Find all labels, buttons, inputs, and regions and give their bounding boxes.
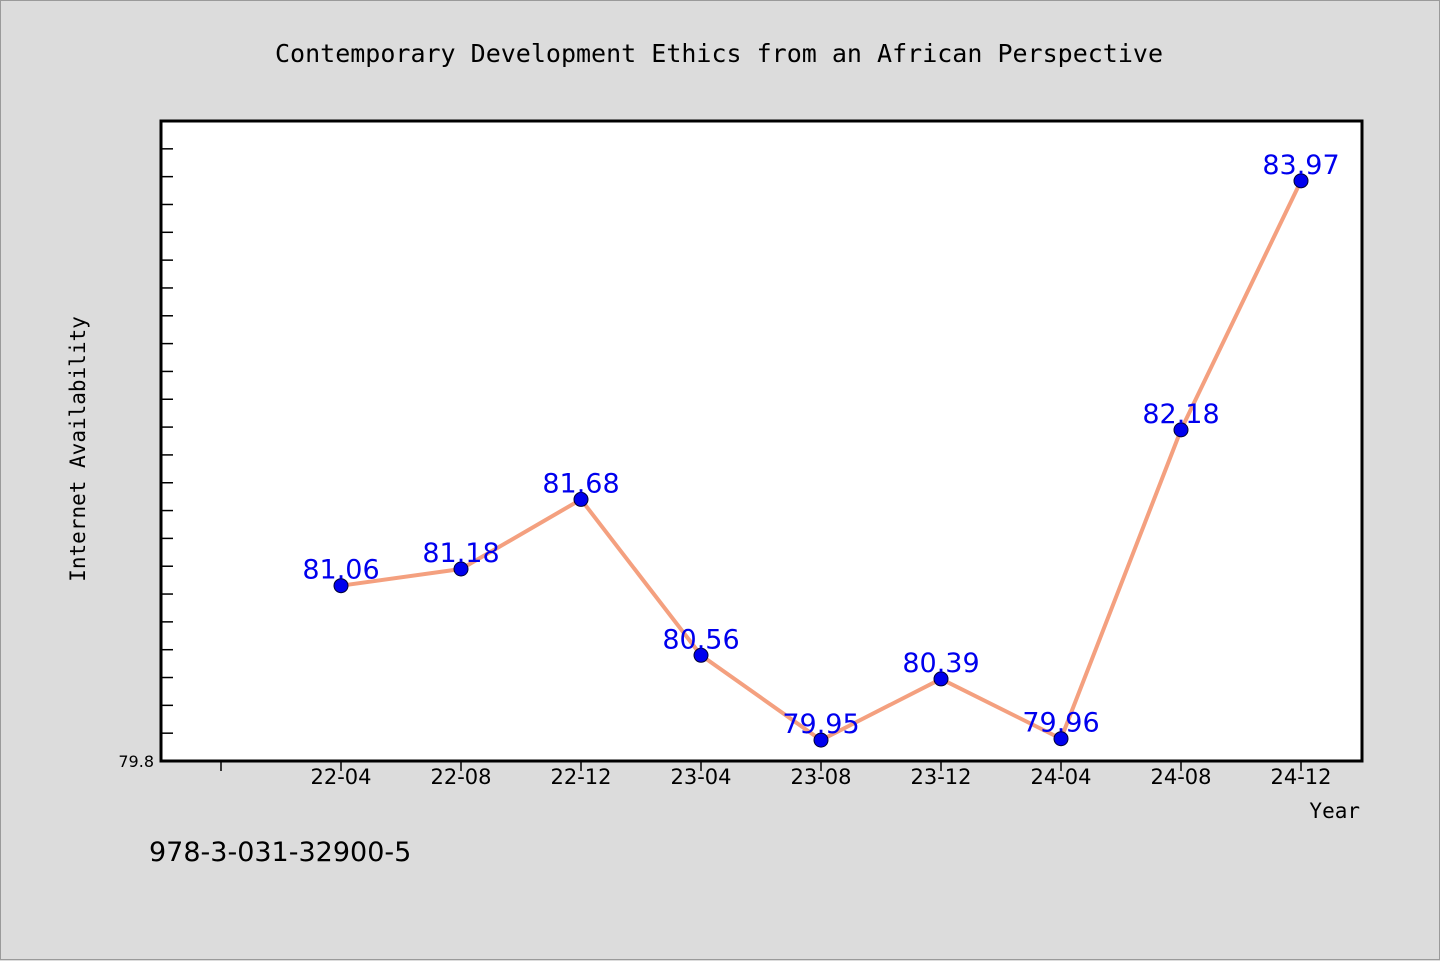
data-label-22-08: 81.18 (422, 538, 499, 569)
data-label-23-04: 80.56 (662, 624, 739, 655)
data-point-24-12 (1293, 173, 1309, 189)
data-label-24-08: 82.18 (1142, 399, 1219, 430)
y-axis-minor-ticks (161, 148, 173, 734)
data-point-23-08 (813, 732, 829, 748)
data-point-22-12 (573, 491, 589, 507)
x-tick-label-24-12: 24-12 (1270, 765, 1331, 789)
data-point-23-04 (693, 647, 709, 663)
data-label-22-04: 81.06 (302, 555, 379, 586)
x-tick-label-23-04: 23-04 (670, 765, 731, 789)
isbn-footnote: 978-3-031-32900-5 (149, 837, 412, 868)
data-label-24-12: 83.97 (1262, 150, 1339, 181)
x-tick-label-23-08: 23-08 (790, 765, 851, 789)
y-tick-label-79-8: 79.8 (118, 752, 154, 771)
x-tick-label-22-08: 22-08 (430, 765, 491, 789)
data-label-22-12: 81.68 (542, 468, 619, 499)
data-label-23-12: 80.39 (902, 648, 979, 679)
data-labels: 81.06 81.18 81.68 80.56 79.95 80.39 79.96 82.18… (302, 150, 1339, 740)
data-point-22-04 (333, 578, 349, 594)
data-point-23-12 (933, 671, 949, 687)
chart-title: Contemporary Development Ethics from an … (275, 39, 1163, 68)
x-tick-label-23-12: 23-12 (910, 765, 971, 789)
x-axis-label: Year (1309, 799, 1360, 823)
y-axis-label: Internet Availability (66, 316, 90, 582)
x-tick-label-22-04: 22-04 (310, 765, 371, 789)
data-point-22-08 (453, 561, 469, 577)
x-axis-tick-labels: 22-04 22-08 22-12 23-04 23-08 23-12 24-04 24-08… (310, 765, 1331, 789)
x-tick-label-24-04: 24-04 (1030, 765, 1091, 789)
data-point-24-08 (1173, 422, 1189, 438)
data-label-24-04: 79.96 (1022, 708, 1099, 739)
data-markers (333, 173, 1309, 748)
plot-area (159, 119, 1364, 763)
x-tick-label-24-08: 24-08 (1150, 765, 1211, 789)
data-label-23-08: 79.95 (782, 709, 859, 740)
x-axis-ticks (220, 761, 1302, 771)
data-point-24-04 (1053, 731, 1069, 747)
x-tick-label-22-12: 22-12 (550, 765, 611, 789)
